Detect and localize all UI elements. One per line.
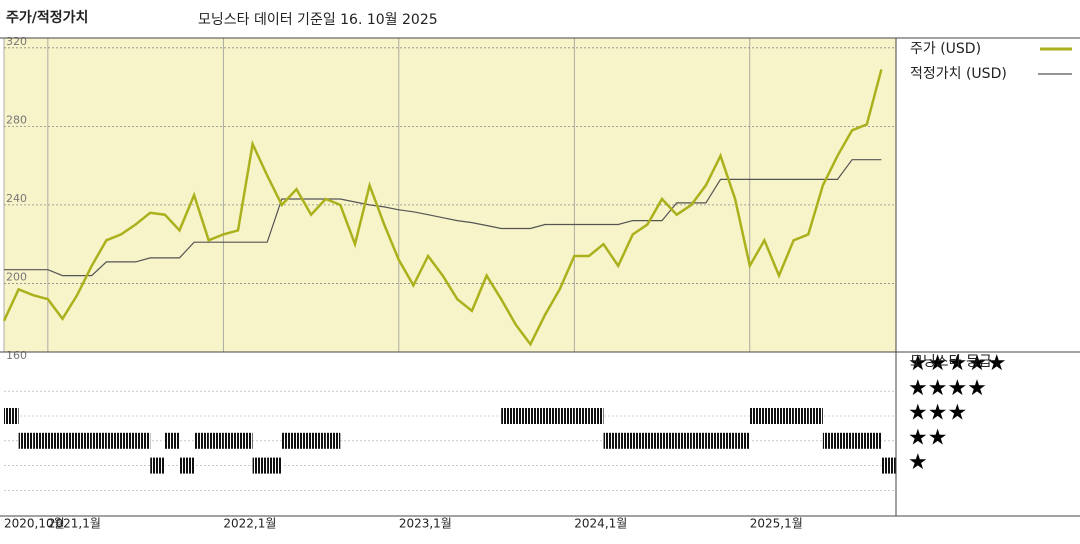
y-tick-label: 320 [6, 35, 27, 48]
y-tick-label: 280 [6, 113, 27, 126]
rating-bar [223, 432, 238, 449]
rating-legend-stars: ★ [908, 450, 928, 475]
x-tick-label: 2025,1월 [750, 517, 803, 531]
rating-bar [267, 457, 282, 474]
rating-bar [501, 408, 516, 424]
rating-bar [164, 432, 180, 449]
rating-legend-stars: ★★★ [908, 401, 967, 426]
rating-bar [77, 432, 92, 449]
rating-bar [764, 408, 780, 424]
rating-bar [4, 408, 19, 424]
x-tick-label: 2022,1월 [223, 517, 276, 531]
rating-bar [311, 432, 326, 449]
rating-bar [208, 432, 224, 449]
rating-bar [120, 432, 136, 449]
y-tick-label: 200 [6, 270, 27, 283]
rating-bar [808, 408, 823, 424]
legend-label: 적정가치 (USD) [910, 66, 1007, 82]
chart-title: 주가/적정가치 [6, 9, 88, 26]
rating-bar [18, 432, 34, 449]
rating-bar [822, 432, 838, 449]
price-panel [4, 38, 896, 352]
rating-bar [545, 408, 560, 424]
rating-bar [632, 432, 648, 449]
rating-bar [866, 432, 882, 449]
rating-bar [852, 432, 867, 449]
rating-bar [647, 432, 663, 449]
rating-bar [194, 432, 209, 449]
series-line [2, 69, 883, 347]
rating-bar [662, 432, 677, 449]
x-tick-label: 2024,1월 [574, 517, 627, 531]
rating-bar [691, 432, 706, 449]
y-tick-label: 240 [6, 192, 27, 205]
rating-bar [837, 432, 853, 449]
rating-bar [603, 432, 619, 449]
rating-bar [252, 457, 268, 474]
rating-title: 모닝스타 등급 [910, 354, 992, 370]
x-tick-label: 2020,10월 [4, 517, 65, 531]
rating-bar [705, 432, 721, 449]
rating-bar [779, 408, 794, 424]
rating-bar [720, 432, 736, 449]
rating-bar [735, 432, 750, 449]
series-line [4, 159, 882, 277]
rating-bar [559, 408, 575, 424]
rating-bar [237, 432, 253, 449]
rating-bar [150, 457, 165, 474]
rating-legend-stars: ★★ [908, 425, 947, 450]
rating-bar [62, 432, 78, 449]
rating-bar [91, 432, 107, 449]
rating-bar [749, 408, 765, 424]
rating-bar [530, 408, 546, 424]
x-tick-label: 2023,1월 [399, 517, 452, 531]
rating-bar [106, 432, 121, 449]
rating-bar [296, 432, 312, 449]
rating-bar [325, 432, 341, 449]
rating-legend-stars: ★★★★ [908, 376, 987, 401]
rating-bar [676, 432, 692, 449]
x-tick-label: 2021,1월 [48, 517, 101, 531]
y-tick-label: 160 [6, 349, 27, 362]
rating-bar [881, 457, 896, 474]
rating-bar [281, 432, 297, 449]
rating-bar [618, 432, 633, 449]
rating-bar [793, 408, 809, 424]
rating-bar [574, 408, 589, 424]
rating-legend-stars: ★★★★★ [908, 351, 1007, 376]
legend-label: 주가 (USD) [910, 41, 981, 57]
rating-bar [588, 408, 604, 424]
rating-bar [33, 432, 48, 449]
rating-bar [515, 408, 531, 424]
rating-bar [179, 457, 195, 474]
rating-bar [47, 432, 63, 449]
chart-subtitle: 모닝스타 데이터 기준일 16. 10월 2025 [198, 12, 438, 28]
rating-bar [135, 432, 151, 449]
